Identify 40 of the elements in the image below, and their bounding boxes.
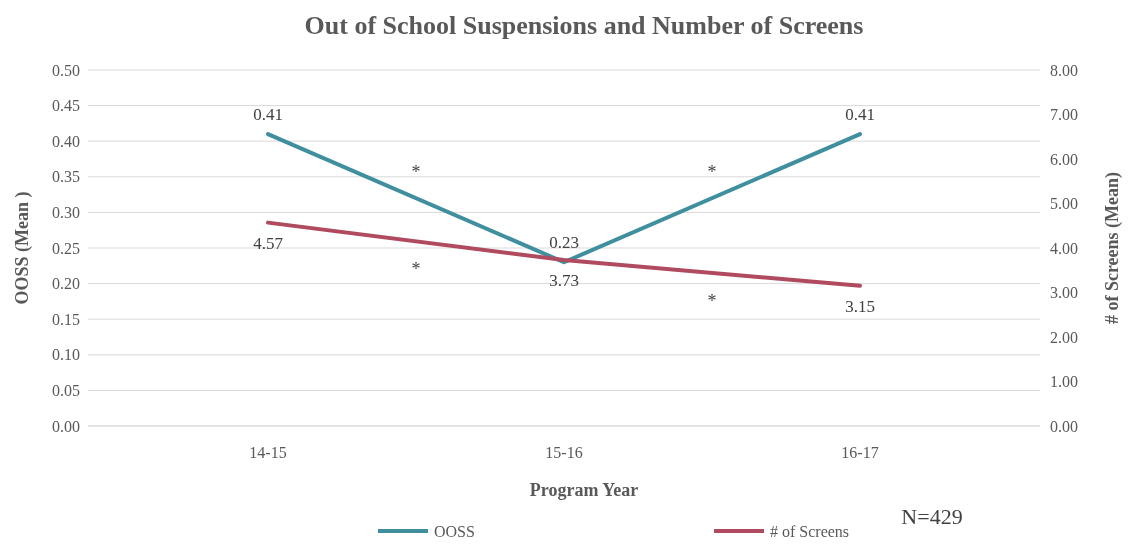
annotation: * xyxy=(411,162,421,183)
annotation: * xyxy=(707,162,717,183)
y2-tick-label: 0.00 xyxy=(1050,417,1078,435)
y2-tick-label: 3.00 xyxy=(1050,284,1078,302)
x-tick-label: 14-15 xyxy=(249,444,287,461)
data-label: 4.57 xyxy=(253,233,284,253)
legend-label: OOSS xyxy=(434,522,475,540)
data-label: 0.23 xyxy=(549,233,579,253)
y-tick-label: 0.20 xyxy=(52,275,80,293)
y-tick-label: 0.45 xyxy=(52,97,80,115)
y-tick-label: 0.25 xyxy=(52,239,80,257)
y-tick-label: 0.30 xyxy=(52,204,80,221)
x-tick-label: 15-16 xyxy=(545,444,583,461)
y2-tick-label: 4.00 xyxy=(1050,239,1078,257)
x-axis-title: Program Year xyxy=(529,480,639,500)
data-label: 0.41 xyxy=(253,105,283,125)
y-tick-label: 0.15 xyxy=(52,310,80,328)
x-tick-label: 16-17 xyxy=(841,444,879,461)
y-tick-label: 0.05 xyxy=(52,382,80,399)
y2-tick-label: 8.00 xyxy=(1050,61,1078,79)
y2-tick-label: 5.00 xyxy=(1050,195,1078,213)
y2-tick-label: 1.00 xyxy=(1050,373,1078,391)
text: N=429 xyxy=(901,504,963,529)
y-tick-label: 0.35 xyxy=(52,168,80,186)
y-tick-label: 0.00 xyxy=(52,417,80,435)
y-tick-label: 0.50 xyxy=(52,61,80,79)
annotation: * xyxy=(411,259,421,280)
y2-axis-title: # of Screens (Mean) xyxy=(1102,171,1123,325)
data-label: 0.41 xyxy=(845,105,875,125)
annotation: * xyxy=(707,290,717,311)
y-tick-label: 0.40 xyxy=(52,132,80,150)
chart-title: Out of School Suspensions and Number of Screens xyxy=(304,11,864,40)
legend-label: # of Screens xyxy=(770,522,850,540)
y-axis-title: OOSS (Mean ) xyxy=(12,191,33,305)
y2-tick-label: 6.00 xyxy=(1050,150,1078,168)
y2-tick-label: 2.00 xyxy=(1050,328,1078,346)
y-tick-label: 0.10 xyxy=(52,346,80,364)
data-label: 3.15 xyxy=(845,296,875,316)
y2-tick-label: 7.00 xyxy=(1050,106,1078,124)
data-label: 3.73 xyxy=(549,271,579,291)
